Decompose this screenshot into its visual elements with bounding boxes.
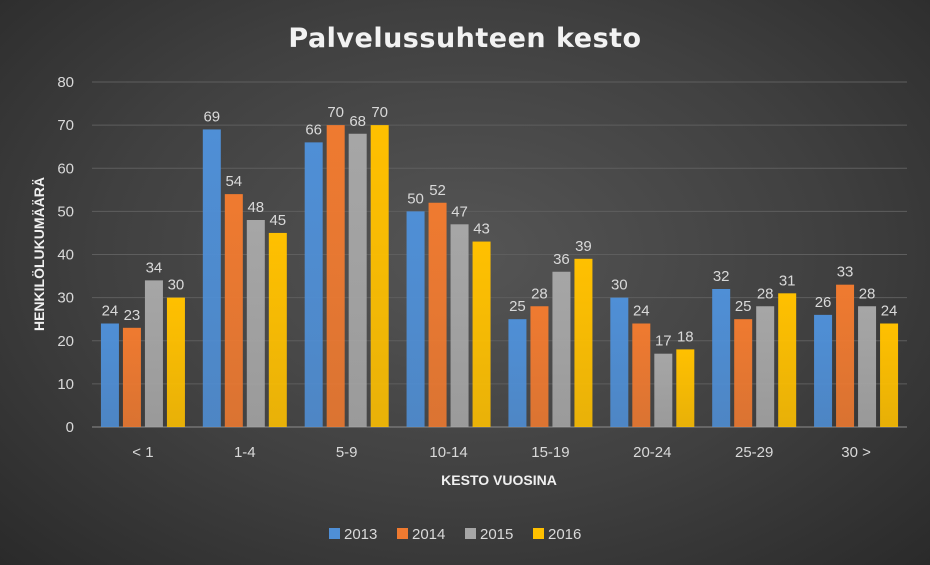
x-tick-label: < 1	[132, 444, 153, 461]
y-axis-title: HENKILÖLUKUMÄÄRÄ	[31, 177, 47, 331]
bar-2015-1-4	[246, 220, 265, 427]
x-tick-label: 20-24	[633, 444, 671, 461]
legend: 2013 2014 2015 2016	[329, 526, 581, 543]
data-label: 23	[124, 307, 141, 324]
y-tick-label: 0	[66, 419, 74, 436]
data-label: 31	[779, 272, 796, 289]
data-label: 25	[509, 298, 526, 315]
data-label: 30	[168, 277, 185, 294]
data-label: 18	[677, 328, 694, 345]
bar-2015-< 1	[144, 280, 163, 427]
y-tick-label: 60	[57, 160, 74, 177]
data-label: 54	[225, 173, 242, 190]
x-axis-ticks: < 1 1-4 5-9 10-14 15-19 20-24 25-29 30 >	[132, 444, 871, 461]
bar-2015-5-9	[348, 133, 367, 427]
bar-2013-25-29	[712, 289, 731, 427]
y-tick-label: 80	[57, 74, 74, 91]
legend-label: 2015	[480, 526, 513, 543]
y-axis-ticks: 0 10 20 30 40 50 60 70 80	[57, 74, 74, 436]
bar-2014-25-29	[734, 319, 753, 427]
data-label: 70	[327, 104, 344, 121]
legend-swatch	[533, 528, 544, 539]
data-label: 28	[859, 285, 876, 302]
bar-2013-20-24	[610, 297, 629, 427]
data-label: 36	[553, 251, 570, 268]
bar-2016-5-9	[370, 125, 389, 427]
data-label: 30	[611, 277, 628, 294]
data-label: 69	[203, 108, 220, 125]
data-label: 33	[837, 264, 854, 281]
x-tick-label: 30 >	[841, 444, 871, 461]
y-tick-label: 70	[57, 117, 74, 134]
bar-2016-20-24	[676, 349, 695, 427]
bar-2016-30 >	[880, 323, 899, 427]
legend-label: 2013	[344, 526, 377, 543]
bar-2014-1-4	[224, 194, 243, 427]
y-tick-label: 10	[57, 376, 74, 393]
bar-2014-20-24	[632, 323, 651, 427]
bar-2016-1-4	[268, 232, 287, 427]
data-label: 39	[575, 238, 592, 255]
bar-2015-10-14	[450, 224, 469, 427]
bar-2016-25-29	[778, 293, 797, 427]
data-label: 26	[815, 294, 832, 311]
bar-2015-20-24	[654, 353, 673, 427]
chart-title: Palvelussuhteen kesto	[288, 23, 641, 54]
legend-label: 2016	[548, 526, 581, 543]
bar-2013-5-9	[304, 142, 323, 427]
data-label: 17	[655, 333, 672, 350]
x-tick-label: 15-19	[531, 444, 569, 461]
y-tick-label: 40	[57, 247, 74, 264]
legend-swatch	[397, 528, 408, 539]
bar-2013-10-14	[406, 211, 425, 427]
y-tick-label: 20	[57, 333, 74, 350]
x-tick-label: 1-4	[234, 444, 256, 461]
x-axis-title: KESTO VUOSINA	[441, 472, 557, 488]
data-label: 28	[531, 285, 548, 302]
data-label: 34	[146, 259, 163, 276]
bar-2014-10-14	[428, 202, 447, 427]
legend-swatch	[329, 528, 340, 539]
bar-2014-15-19	[530, 306, 549, 427]
data-label: 43	[473, 221, 490, 238]
bar-2015-30 >	[858, 306, 877, 427]
bar-2014-30 >	[836, 284, 855, 427]
bar-2015-15-19	[552, 271, 571, 427]
data-label: 47	[451, 203, 468, 220]
data-label: 24	[102, 303, 119, 320]
data-label: 50	[407, 190, 424, 207]
bar-2015-25-29	[756, 306, 775, 427]
x-tick-label: 25-29	[735, 444, 773, 461]
data-label: 48	[247, 199, 264, 216]
data-label: 25	[735, 298, 752, 315]
data-labels: 24 23 34 30 69 54 48 45 66 70 68 70 50 52 47 43 25 28 36 39…	[102, 104, 898, 350]
y-tick-label: 30	[57, 290, 74, 307]
y-tick-label: 50	[57, 203, 74, 220]
data-label: 70	[371, 104, 388, 121]
data-label: 52	[429, 182, 446, 199]
data-label: 66	[305, 121, 322, 138]
data-label: 24	[633, 303, 650, 320]
bar-2013-15-19	[508, 319, 527, 427]
legend-label: 2014	[412, 526, 445, 543]
bars	[100, 125, 899, 427]
data-label: 45	[269, 212, 286, 229]
x-tick-label: 10-14	[429, 444, 467, 461]
bar-2013-1-4	[202, 129, 221, 427]
bar-2014-5-9	[326, 125, 345, 427]
data-label: 68	[349, 113, 366, 130]
bar-2016-< 1	[166, 297, 185, 427]
bar-2013-< 1	[100, 323, 119, 427]
data-label: 28	[757, 285, 774, 302]
x-tick-label: 5-9	[336, 444, 358, 461]
bar-2016-10-14	[472, 241, 491, 427]
data-label: 32	[713, 268, 730, 285]
bar-2014-< 1	[122, 327, 141, 427]
bar-2013-30 >	[814, 314, 833, 427]
bar-2016-15-19	[574, 258, 593, 427]
data-label: 24	[881, 303, 898, 320]
legend-swatch	[465, 528, 476, 539]
